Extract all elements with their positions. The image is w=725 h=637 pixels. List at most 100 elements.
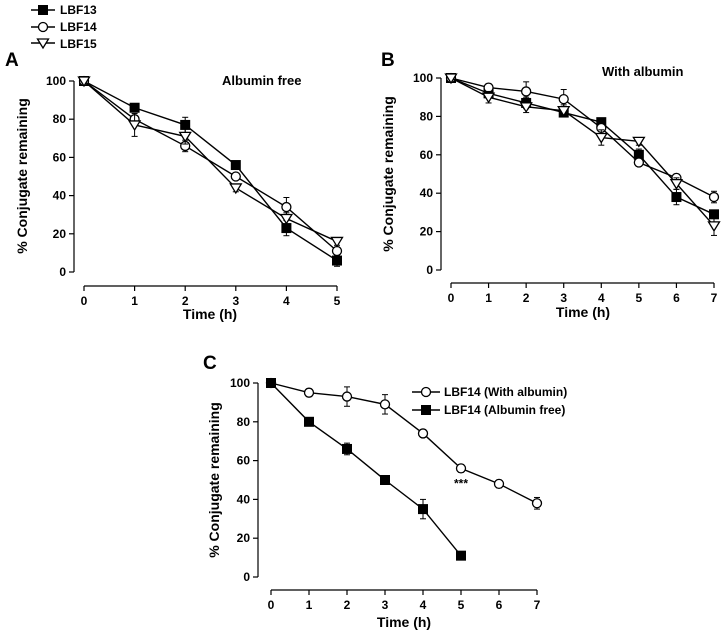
data-point-circle xyxy=(558,93,569,105)
legend-entry-albumin-free: LBF14 (Albumin free) xyxy=(412,403,565,417)
legend-circle-marker xyxy=(420,386,432,398)
y-tick-label: 80 xyxy=(53,112,67,126)
data-point-square xyxy=(266,378,276,388)
y-axis-title: % Conjugate remaining xyxy=(380,96,396,252)
data-point-triangle xyxy=(444,73,458,85)
data-point-circle xyxy=(483,82,494,93)
y-tick-label: 0 xyxy=(59,265,66,279)
data-point-triangle xyxy=(557,105,571,117)
data-point-circle xyxy=(417,428,429,439)
data-point-square xyxy=(342,443,352,454)
series-line xyxy=(270,382,538,504)
data-point-circle xyxy=(455,463,467,474)
legend-label-lbf15: LBF15 xyxy=(60,37,97,51)
data-point-square xyxy=(456,550,466,561)
data-point-square xyxy=(180,119,191,130)
y-tick-label: 80 xyxy=(237,415,251,429)
legend-entry-with-albumin: LBF14 (With albumin) xyxy=(412,385,567,399)
series-line xyxy=(450,77,715,198)
panel-letter-a: A xyxy=(5,50,19,71)
y-tick-label: 80 xyxy=(420,109,434,123)
y-tick-label: 0 xyxy=(243,570,250,584)
y-tick-label: 100 xyxy=(230,376,250,390)
panel-a-title: Albumin free xyxy=(222,73,301,88)
data-point-triangle xyxy=(77,76,91,88)
x-tick-label: 0 xyxy=(81,294,88,308)
data-point-square xyxy=(332,255,342,266)
panel-b-title: With albumin xyxy=(602,64,684,79)
data-point-circle xyxy=(520,86,532,97)
x-tick-label: 2 xyxy=(523,291,530,305)
x-tick-label: 3 xyxy=(560,291,567,305)
series-line xyxy=(450,77,715,227)
data-point-circle xyxy=(379,399,391,410)
y-tick-label: 40 xyxy=(53,189,67,203)
x-tick-label: 5 xyxy=(334,294,341,308)
significance-annotation: *** xyxy=(454,476,468,490)
x-tick-label: 2 xyxy=(344,598,351,612)
data-point-triangle xyxy=(481,92,496,104)
legend-label-with-albumin: LBF14 (With albumin) xyxy=(444,385,567,399)
legend-triangle-marker xyxy=(36,38,50,50)
y-tick-label: 20 xyxy=(237,531,251,545)
series-lbf13 xyxy=(79,76,342,267)
data-point-square xyxy=(129,102,140,113)
data-point-circle xyxy=(531,498,543,509)
data-point-triangle xyxy=(632,136,646,148)
x-tick-label: 1 xyxy=(485,291,492,305)
x-axis-title: Time (h) xyxy=(183,306,237,322)
x-tick-label: 2 xyxy=(182,294,189,308)
legend-entry-lbf15: LBF15 xyxy=(31,37,97,51)
series-lbf14-albumin-free xyxy=(266,378,466,561)
data-point-circle xyxy=(331,245,343,257)
panel-c-plot: 0 20 40 60 80 100 0 1 2 3 4 5 6 7 Time (h) % Conjugate … xyxy=(206,376,543,630)
y-tick-label: 100 xyxy=(413,71,433,85)
data-point-circle xyxy=(708,191,720,203)
legend-label-lbf13: LBF13 xyxy=(60,3,97,17)
data-point-circle xyxy=(230,171,241,182)
x-tick-label: 0 xyxy=(448,291,455,305)
data-point-square xyxy=(418,504,428,515)
data-point-triangle xyxy=(229,183,243,195)
x-tick-label: 6 xyxy=(496,598,503,612)
panel-a-plot: 0 20 40 60 80 100 0 1 2 3 4 5 Time (h) % Conjugate re… xyxy=(14,74,344,322)
legend-label-albumin-free: LBF14 (Albumin free) xyxy=(444,403,565,417)
data-point-square xyxy=(230,160,241,171)
series-line xyxy=(450,77,715,215)
x-tick-label: 0 xyxy=(268,598,275,612)
y-tick-label: 60 xyxy=(53,150,67,164)
y-tick-label: 20 xyxy=(420,225,434,239)
panel-letter-b: B xyxy=(381,50,395,71)
data-point-triangle xyxy=(519,102,533,114)
x-tick-label: 4 xyxy=(420,598,427,612)
data-point-triangle xyxy=(594,132,608,144)
data-point-triangle xyxy=(330,236,344,248)
panel-b-plot: 0 20 40 60 80 100 0 1 2 3 4 5 6 7 Time (h) % Conjugate … xyxy=(380,71,721,320)
legend-label-lbf14: LBF14 xyxy=(60,20,97,34)
series-line xyxy=(83,80,338,243)
series-line xyxy=(270,382,462,557)
panel-c-legend: LBF14 (With albumin) LBF14 (Albumin free… xyxy=(412,385,567,417)
x-tick-label: 7 xyxy=(534,598,541,612)
y-tick-label: 60 xyxy=(420,148,434,162)
legend-square-marker xyxy=(38,5,48,15)
data-point-circle xyxy=(493,478,505,490)
y-tick-label: 20 xyxy=(53,227,67,241)
x-tick-label: 5 xyxy=(458,598,465,612)
y-tick-label: 40 xyxy=(420,186,434,200)
data-point-circle xyxy=(341,391,353,402)
x-axis-title: Time (h) xyxy=(556,304,610,320)
data-point-triangle xyxy=(669,178,684,190)
series-lbf15 xyxy=(444,73,721,236)
y-tick-label: 60 xyxy=(237,454,251,468)
series-lbf14 xyxy=(78,75,343,257)
x-tick-label: 4 xyxy=(598,291,605,305)
data-point-circle xyxy=(633,157,645,168)
y-tick-label: 0 xyxy=(426,263,433,277)
data-point-square xyxy=(281,223,292,234)
data-point-triangle xyxy=(178,131,192,143)
legend-entry-lbf14: LBF14 xyxy=(31,20,97,34)
x-tick-label: 4 xyxy=(283,294,290,308)
series-line xyxy=(83,80,338,252)
x-tick-label: 7 xyxy=(711,291,718,305)
